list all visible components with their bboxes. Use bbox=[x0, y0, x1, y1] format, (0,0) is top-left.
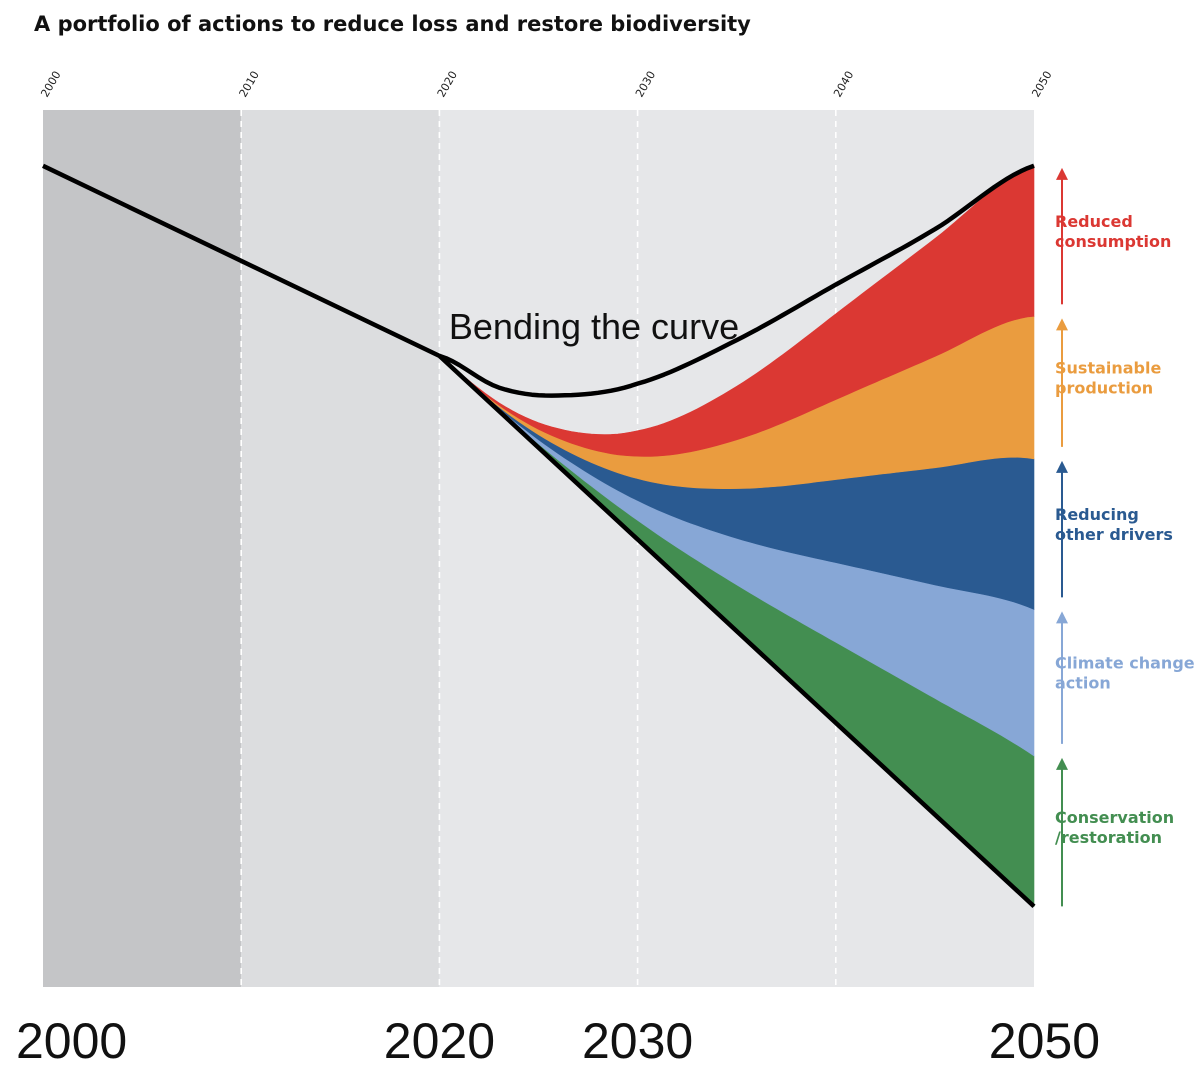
bent-curve-line bbox=[438, 163, 1035, 398]
chart-title: A portfolio of actions to reduce loss an… bbox=[34, 12, 751, 36]
legend-label: Sustainable production bbox=[1055, 359, 1161, 398]
bottom-tick-label: 2000 bbox=[16, 1013, 127, 1069]
shaded-period-2 bbox=[241, 110, 440, 987]
chart-annotation: Bending the curve bbox=[449, 306, 739, 347]
chart-grid bbox=[240, 110, 837, 987]
legend: Conservation/restoration Climate change ac… bbox=[1055, 167, 1195, 907]
legend-arrow-head-icon bbox=[1056, 318, 1068, 331]
legend-arrow-head-icon bbox=[1056, 167, 1068, 180]
chart-lines bbox=[42, 163, 1036, 909]
legend-label: Conservation/restoration bbox=[1055, 808, 1174, 847]
bottom-tick-label: 2020 bbox=[384, 1013, 495, 1069]
shaded-period-1 bbox=[43, 110, 242, 987]
top-tick-label: 2050 bbox=[1029, 69, 1054, 100]
bottom-tick-label: 2050 bbox=[989, 1013, 1100, 1069]
legend-label: Reduced consumption bbox=[1055, 212, 1171, 251]
legend-arrow-head-icon bbox=[1056, 757, 1068, 770]
top-tick-label: 2000 bbox=[38, 69, 63, 100]
top-tick-label: 2030 bbox=[633, 69, 658, 100]
top-axis: 2000 2010 2020 2030 2040 2050 bbox=[38, 69, 1054, 100]
top-tick-label: 2040 bbox=[831, 69, 856, 100]
legend-label: Reducing other drivers bbox=[1055, 505, 1173, 544]
legend-arrow-head-icon bbox=[1056, 611, 1068, 624]
legend-arrow-head-icon bbox=[1056, 460, 1068, 473]
legend-label: Climate change action bbox=[1055, 654, 1195, 693]
top-tick-label: 2010 bbox=[237, 69, 262, 100]
top-tick-label: 2020 bbox=[435, 69, 460, 100]
bottom-tick-label: 2030 bbox=[582, 1013, 693, 1069]
bottom-axis: 2000 2020 2030 2050 bbox=[16, 1013, 1100, 1069]
area-series-5 bbox=[439, 165, 1035, 457]
